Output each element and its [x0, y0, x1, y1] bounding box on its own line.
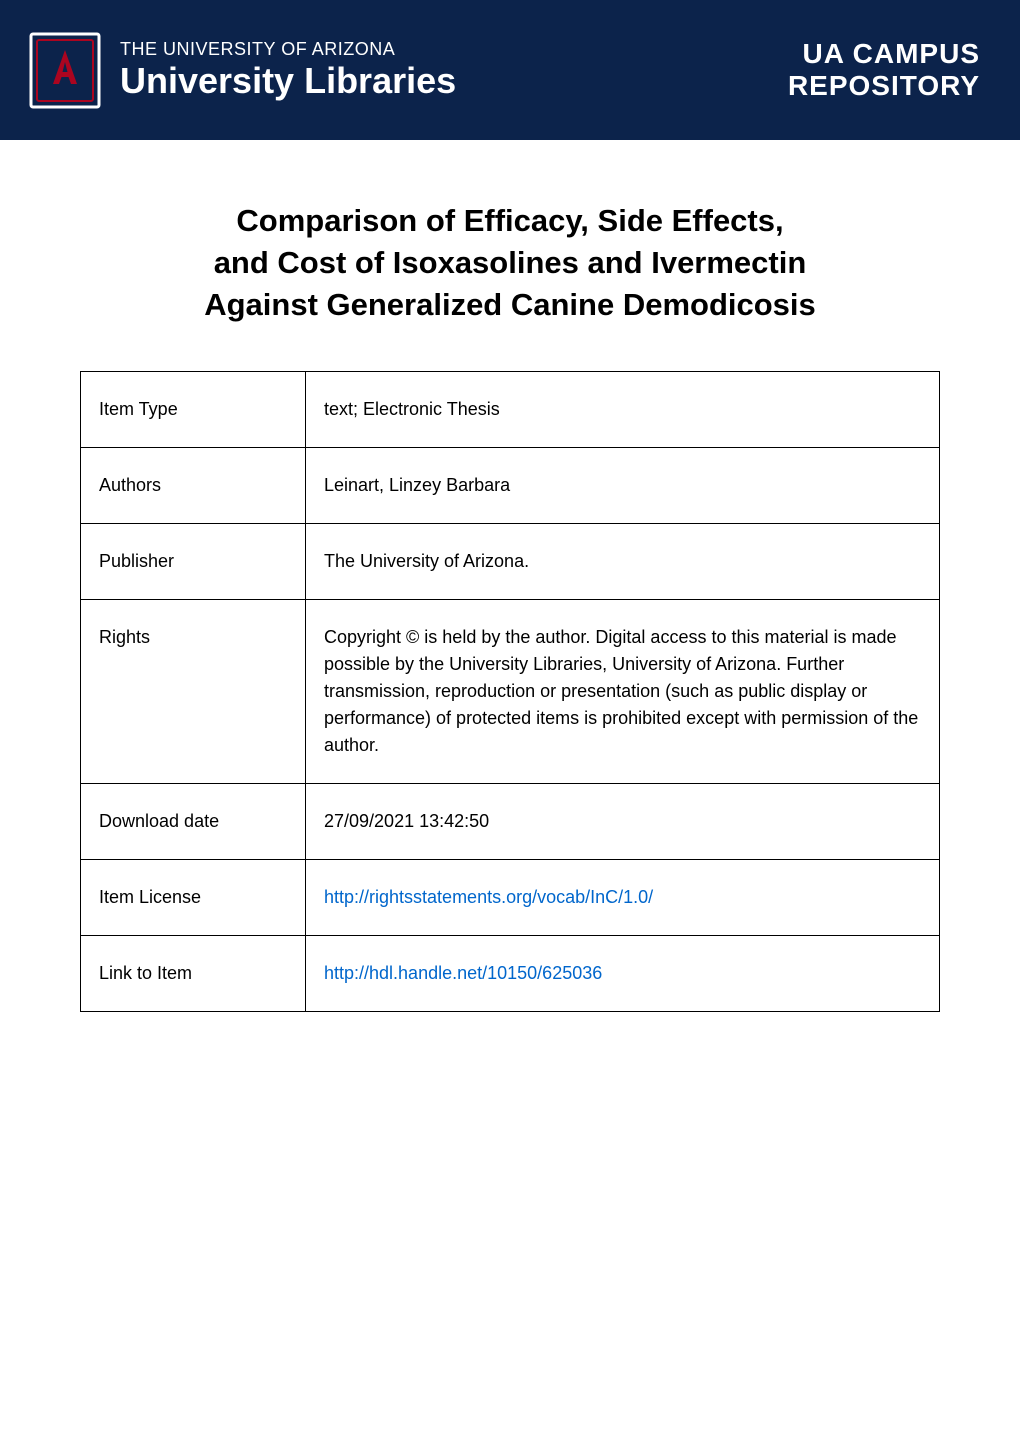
- metadata-label: Authors: [81, 447, 306, 523]
- table-row: Link to Item http://hdl.handle.net/10150/…: [81, 935, 940, 1011]
- header-right: UA CAMPUS REPOSITORY: [788, 38, 980, 102]
- header-left: THE UNIVERSITY OF ARIZONA University Lib…: [25, 28, 456, 113]
- metadata-value: text; Electronic Thesis: [306, 371, 940, 447]
- table-row: RightsCopyright © is held by the author.…: [81, 599, 940, 783]
- table-row: Item Typetext; Electronic Thesis: [81, 371, 940, 447]
- metadata-label: Publisher: [81, 523, 306, 599]
- title-line-3: Against Generalized Canine Demodicosis: [204, 287, 816, 322]
- header-repository: REPOSITORY: [788, 70, 980, 102]
- table-row: AuthorsLeinart, Linzey Barbara: [81, 447, 940, 523]
- header-text-block: THE UNIVERSITY OF ARIZONA University Lib…: [120, 39, 456, 102]
- metadata-value: http://rightsstatements.org/vocab/InC/1.…: [306, 859, 940, 935]
- metadata-label: Link to Item: [81, 935, 306, 1011]
- title-line-2: and Cost of Isoxasolines and Ivermectin: [214, 245, 807, 280]
- metadata-label: Item Type: [81, 371, 306, 447]
- metadata-value: 27/09/2021 13:42:50: [306, 783, 940, 859]
- ua-logo: [25, 28, 105, 113]
- metadata-value: The University of Arizona.: [306, 523, 940, 599]
- metadata-label: Rights: [81, 599, 306, 783]
- header-libraries: University Libraries: [120, 60, 456, 102]
- header-campus: UA CAMPUS: [788, 38, 980, 70]
- ua-shield-icon: [25, 28, 105, 113]
- table-row: PublisherThe University of Arizona.: [81, 523, 940, 599]
- metadata-link[interactable]: http://hdl.handle.net/10150/625036: [324, 963, 602, 983]
- table-row: Item License http://rightsstatements.org/…: [81, 859, 940, 935]
- title-line-1: Comparison of Efficacy, Side Effects,: [236, 203, 783, 238]
- metadata-table: Item Typetext; Electronic ThesisAuthorsL…: [80, 371, 940, 1012]
- table-row: Download date27/09/2021 13:42:50: [81, 783, 940, 859]
- metadata-value: http://hdl.handle.net/10150/625036: [306, 935, 940, 1011]
- title-section: Comparison of Efficacy, Side Effects, an…: [0, 140, 1020, 371]
- header-institution: THE UNIVERSITY OF ARIZONA: [120, 39, 456, 60]
- metadata-tbody: Item Typetext; Electronic ThesisAuthorsL…: [81, 371, 940, 1011]
- metadata-value: Leinart, Linzey Barbara: [306, 447, 940, 523]
- metadata-label: Download date: [81, 783, 306, 859]
- metadata-value: Copyright © is held by the author. Digit…: [306, 599, 940, 783]
- page-title: Comparison of Efficacy, Side Effects, an…: [90, 200, 930, 326]
- header-bar: THE UNIVERSITY OF ARIZONA University Lib…: [0, 0, 1020, 140]
- metadata-label: Item License: [81, 859, 306, 935]
- metadata-link[interactable]: http://rightsstatements.org/vocab/InC/1.…: [324, 887, 653, 907]
